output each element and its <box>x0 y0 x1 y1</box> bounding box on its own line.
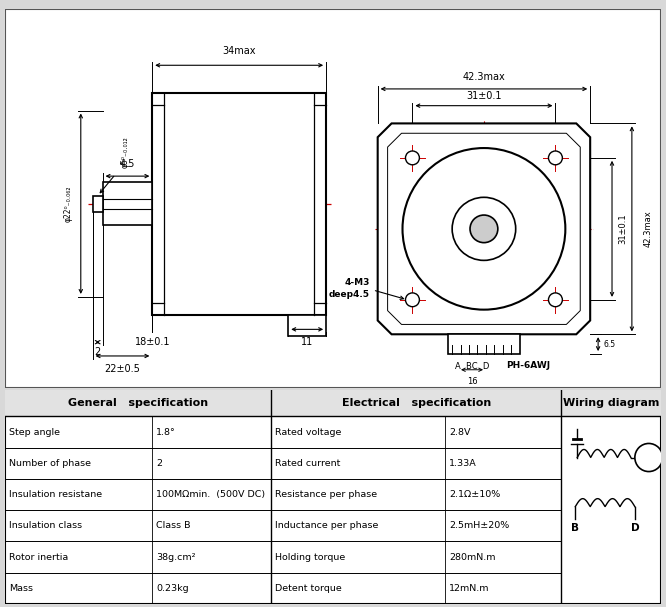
Text: Rated voltage: Rated voltage <box>276 427 342 436</box>
Text: 31±0.1: 31±0.1 <box>466 90 501 101</box>
Text: 42.3max: 42.3max <box>644 211 653 247</box>
Text: 12mN.m: 12mN.m <box>449 584 490 593</box>
Text: General   specification: General specification <box>69 398 208 409</box>
Text: 0.23kg: 0.23kg <box>157 584 189 593</box>
Text: 31±0.1: 31±0.1 <box>618 214 627 244</box>
Bar <box>272 390 561 416</box>
Circle shape <box>406 293 420 307</box>
Text: 2: 2 <box>157 459 163 468</box>
Bar <box>5 390 272 416</box>
Text: 16: 16 <box>467 377 478 385</box>
Text: Insulation resistane: Insulation resistane <box>9 490 103 499</box>
Bar <box>448 334 519 354</box>
Circle shape <box>549 151 562 164</box>
Text: Inductance per phase: Inductance per phase <box>276 521 379 531</box>
Text: B: B <box>571 523 579 533</box>
Text: 2.5mH±20%: 2.5mH±20% <box>449 521 509 531</box>
Polygon shape <box>378 123 590 334</box>
Text: 11: 11 <box>301 337 313 347</box>
Text: Holding torque: Holding torque <box>276 552 346 561</box>
Circle shape <box>635 444 663 472</box>
Bar <box>153 93 326 314</box>
Circle shape <box>406 151 420 164</box>
Text: Resistance per phase: Resistance per phase <box>276 490 378 499</box>
Text: 18±0.1: 18±0.1 <box>135 337 170 347</box>
Text: 42.3max: 42.3max <box>463 72 505 82</box>
Text: Electrical   specification: Electrical specification <box>342 398 491 409</box>
Text: PH-6AWJ: PH-6AWJ <box>505 361 550 370</box>
Text: 22±0.5: 22±0.5 <box>105 364 141 374</box>
Text: 4-M3: 4-M3 <box>344 277 370 287</box>
Text: Rated current: Rated current <box>276 459 341 468</box>
Text: Mass: Mass <box>9 584 33 593</box>
Bar <box>103 182 153 225</box>
Text: 6.5: 6.5 <box>603 340 615 348</box>
Text: 2.1Ω±10%: 2.1Ω±10% <box>449 490 500 499</box>
Circle shape <box>452 197 515 260</box>
Text: deep4.5: deep4.5 <box>329 290 370 299</box>
Text: Step angle: Step angle <box>9 427 61 436</box>
Text: Detent torque: Detent torque <box>276 584 342 593</box>
Text: D: D <box>631 523 639 533</box>
Bar <box>93 196 103 212</box>
Text: 4.5: 4.5 <box>120 159 135 169</box>
Text: Number of phase: Number of phase <box>9 459 91 468</box>
Text: 38g.cm²: 38g.cm² <box>157 552 196 561</box>
Text: 280mN.m: 280mN.m <box>449 552 496 561</box>
Text: φ22⁰₋₀.₀₆₂: φ22⁰₋₀.₀₆₂ <box>63 186 73 222</box>
Text: 2.8V: 2.8V <box>449 427 471 436</box>
Text: 1.8°: 1.8° <box>157 427 176 436</box>
Text: 100MΩmin.  (500V DC): 100MΩmin. (500V DC) <box>157 490 265 499</box>
Text: 1.33A: 1.33A <box>449 459 477 468</box>
Text: Class B: Class B <box>157 521 190 531</box>
Text: φ5⁰₋₀.₀₁₂: φ5⁰₋₀.₀₁₂ <box>121 137 130 168</box>
Text: Rotor inertia: Rotor inertia <box>9 552 69 561</box>
Text: 2: 2 <box>95 347 101 357</box>
Circle shape <box>402 148 565 310</box>
Text: Wiring diagram: Wiring diagram <box>563 398 659 409</box>
Text: Insulation class: Insulation class <box>9 521 83 531</box>
Bar <box>288 314 326 336</box>
Circle shape <box>470 215 498 243</box>
Circle shape <box>549 293 562 307</box>
Text: 34max: 34max <box>222 46 256 56</box>
Bar <box>561 390 661 416</box>
Text: A  BC  D: A BC D <box>455 362 490 371</box>
